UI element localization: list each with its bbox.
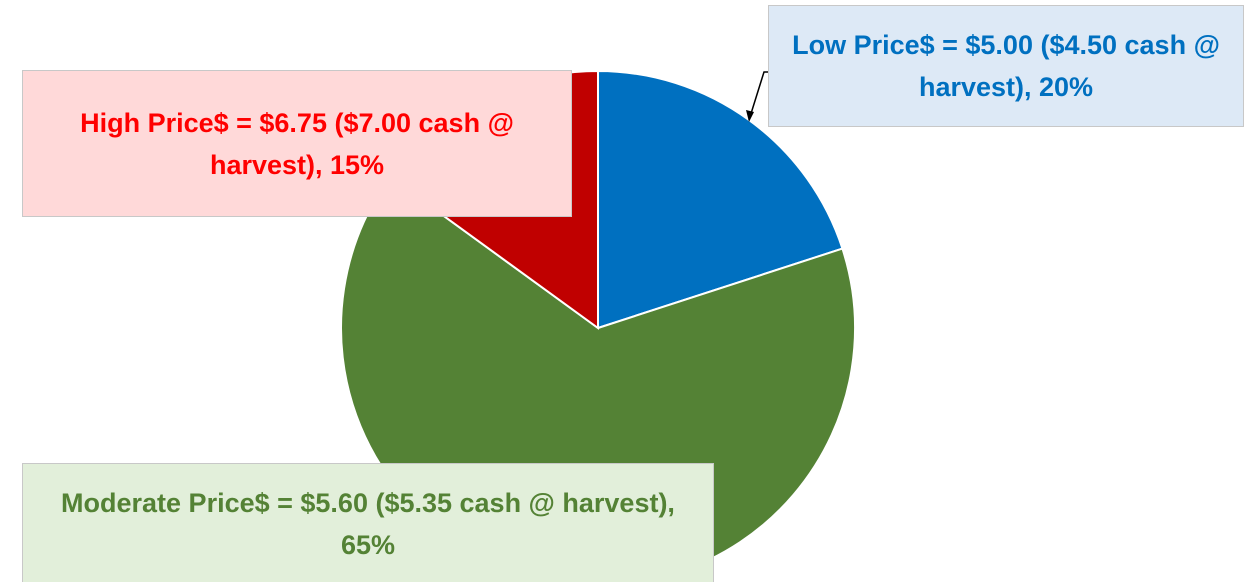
leader-arrow bbox=[746, 110, 754, 122]
data-label: High Price$ = $6.75 ($7.00 cash @ harves… bbox=[22, 70, 572, 217]
data-label: Low Price$ = $5.00 ($4.50 cash @ harvest… bbox=[768, 5, 1244, 127]
data-label: Moderate Price$ = $5.60 ($5.35 cash @ ha… bbox=[22, 463, 714, 582]
